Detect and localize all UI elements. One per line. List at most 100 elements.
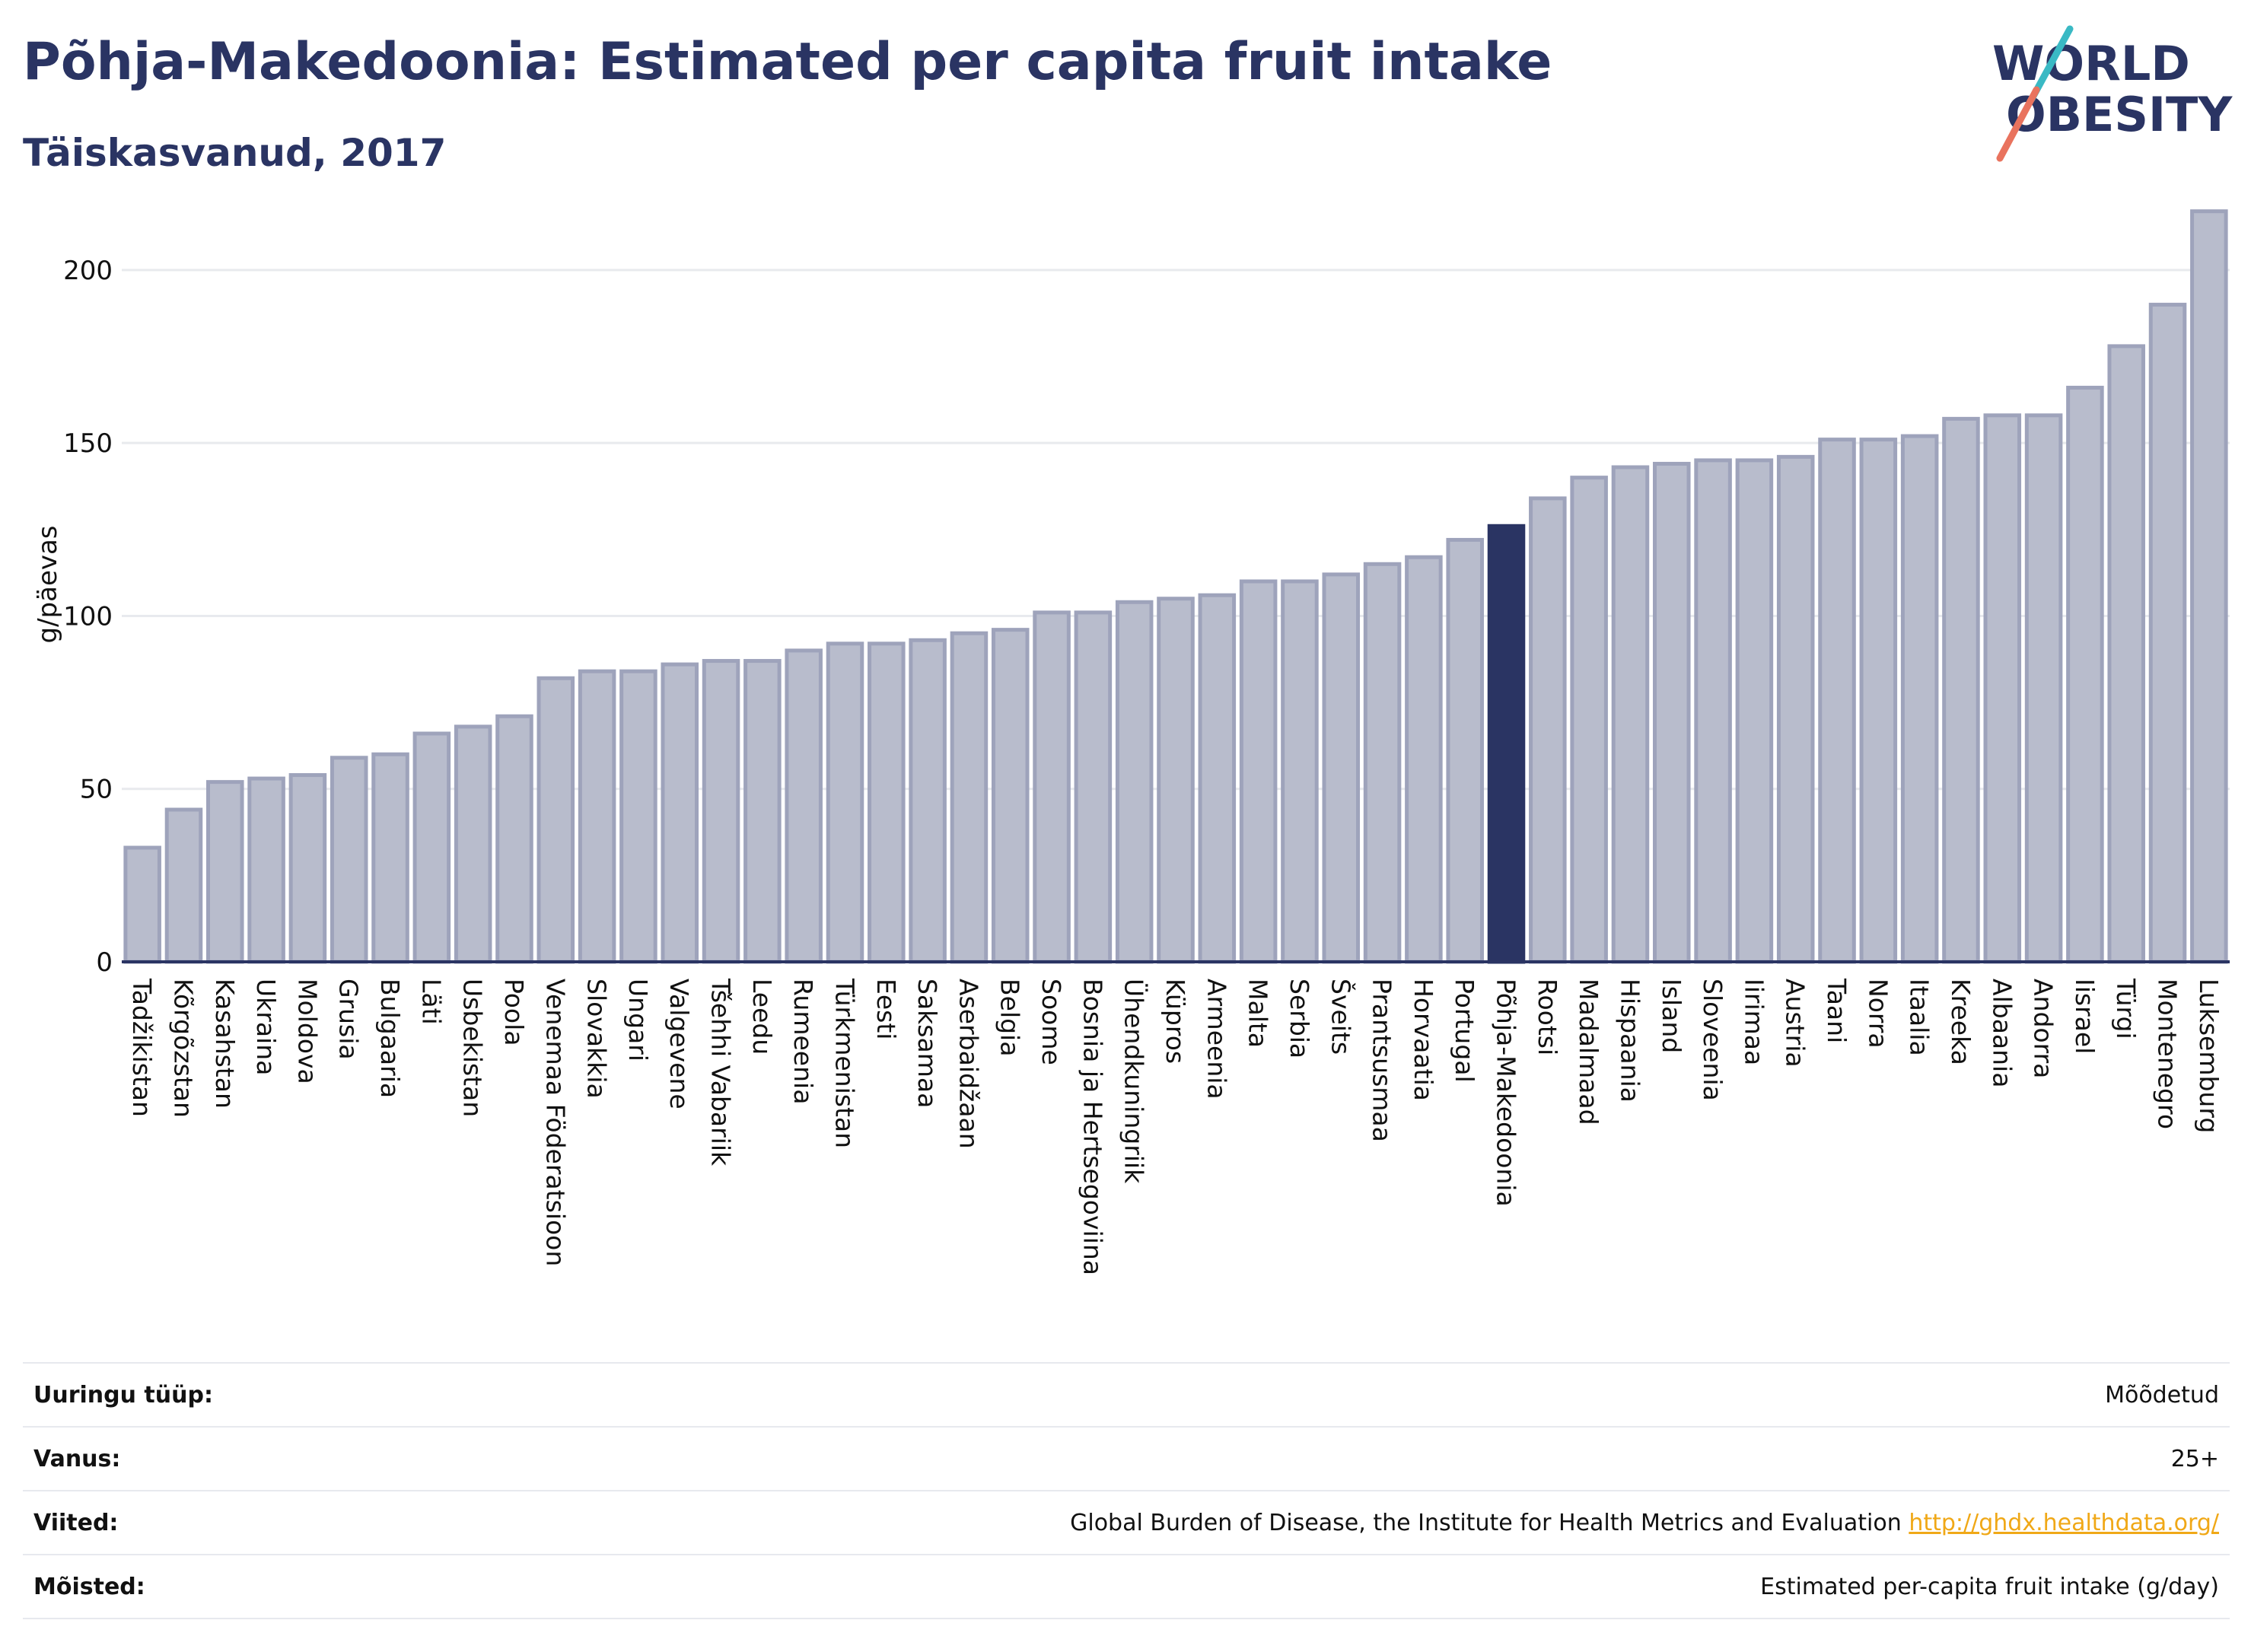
x-tick-label: Sloveenia [1698,979,1727,1101]
bar [1446,537,1484,964]
bar [164,807,203,964]
x-tick-label: Venemaa Föderatsioon [540,979,570,1266]
x-tick-label: Läti [416,979,446,1025]
x-tick-label: Prantsusmaa [1367,979,1397,1142]
x-tick-label: Türgi [2111,978,2141,1039]
bar [1281,579,1319,964]
meta-row-survey-type: Uuringu tüüp: Mõõdetud [23,1362,2230,1426]
x-tick-label: Armeenia [1202,979,1231,1100]
x-tick-label: Horvaatia [1409,979,1438,1101]
x-tick-label: Moldova [292,979,322,1084]
x-tick-label: Montenegro [2153,979,2183,1129]
bar [1157,597,1195,964]
bar [1115,600,1154,964]
meta-row-age: Vanus: 25+ [23,1426,2230,1490]
bar [1818,438,1856,964]
y-tick-label: 200 [63,256,113,286]
bar [288,773,327,964]
bar [2107,344,2145,964]
bar [1735,458,1774,964]
bar [826,641,864,964]
bar [2190,209,2228,964]
x-tick-label: Ungari [623,979,653,1062]
x-tick-label: Luksemburg [2194,979,2224,1133]
x-tick-label: Madalmaad [1574,979,1603,1125]
x-tick-label: Kõrgõzstan [168,979,198,1118]
x-tick-label: Belgia [995,979,1025,1056]
bar [330,756,368,964]
bar [495,714,533,964]
x-tick-label: Bosnia ja Hertsegoviina [1078,979,1107,1275]
y-tick-label: 50 [80,775,113,805]
bar [1322,572,1361,964]
x-tick-label: Šveits [1326,979,1356,1055]
reference-text: Global Burden of Disease, the Institute … [1070,1509,1902,1536]
meta-value-references: Global Burden of Disease, the Institute … [1070,1510,2230,1536]
x-tick-label: Bulgaaria [375,979,405,1098]
bar [123,845,161,964]
x-tick-label: Taani [1822,978,1851,1043]
x-tick-label: Itaalia [1905,979,1934,1056]
y-tick-label: 150 [63,428,113,459]
bar [412,731,451,964]
y-tick-label: 0 [96,947,113,978]
x-tick-label: Ühendkuningriik [1119,979,1150,1184]
meta-row-definitions: Mõisted: Estimated per-capita fruit inta… [23,1554,2230,1619]
bar [371,752,409,964]
bar [578,669,616,964]
bar [1694,458,1732,964]
bar [1611,465,1650,964]
x-tick-label: Tšehhi Vabariik [706,978,736,1167]
reference-link[interactable]: http://ghdx.healthdata.org/ [1909,1509,2219,1536]
x-tick-label: Leedu [747,979,777,1055]
bar [1198,593,1237,964]
bar [206,780,244,964]
bar [1074,610,1113,964]
logo-slash-coral-icon [1996,86,2040,162]
y-axis-ticks: 0 50 100 150 200 [63,256,113,978]
x-tick-label: Tadžikistan [127,978,157,1117]
meta-value: Mõõdetud [2105,1381,2219,1408]
bar [1900,434,1939,964]
meta-label: Vanus: [33,1445,121,1472]
x-tick-label: Ukraina [251,979,281,1075]
x-tick-label: Kreeka [1946,979,1976,1065]
bar [454,724,492,964]
bar [661,662,699,964]
page-subtitle: Täiskasvanud, 2017 [23,131,447,175]
bar [1033,610,1071,964]
bar [950,631,989,964]
bar [2066,385,2104,964]
meta-value: 25+ [2170,1445,2219,1472]
logo-line1: WORLD [1992,36,2190,91]
logo-line2: OBESITY [2006,87,2233,142]
meta-row-references: Viited: Global Burden of Disease, the In… [23,1490,2230,1554]
bar [2024,413,2063,964]
x-tick-label: Soome [1036,979,1066,1065]
x-tick-label: Andorra [2029,979,2058,1078]
x-tick-label: Türkmenistan [829,978,859,1148]
bar [1239,579,1278,964]
x-tick-label: Albaania [1987,979,2017,1087]
x-tick-label: Eesti [871,979,901,1039]
bar [536,676,575,964]
x-tick-label: Saksamaa [912,979,942,1108]
bar [1405,555,1443,964]
x-tick-label: Portugal [1450,979,1479,1083]
meta-label: Uuringu tüüp: [33,1381,213,1408]
x-tick-label: Valgevene [664,979,694,1109]
bar [1859,438,1898,964]
x-tick-label: Serbia [1285,979,1314,1058]
x-tick-label: Usbekistan [458,979,488,1117]
bar [1363,562,1402,964]
bar-chart: 0 50 100 150 200 Tadžikistan Kõrgõzstan Kasahs… [33,209,2230,1275]
x-tick-label: Island [1657,979,1686,1053]
meta-value: Estimated per-capita fruit intake (g/day… [1760,1573,2219,1600]
bar [1942,416,1980,964]
meta-label: Mõisted: [33,1573,145,1600]
x-tick-label: Rumeenia [788,979,818,1104]
bar [702,659,740,964]
bar [868,641,906,964]
x-tick-label: Kasahstan [210,979,240,1109]
bar [743,659,782,964]
